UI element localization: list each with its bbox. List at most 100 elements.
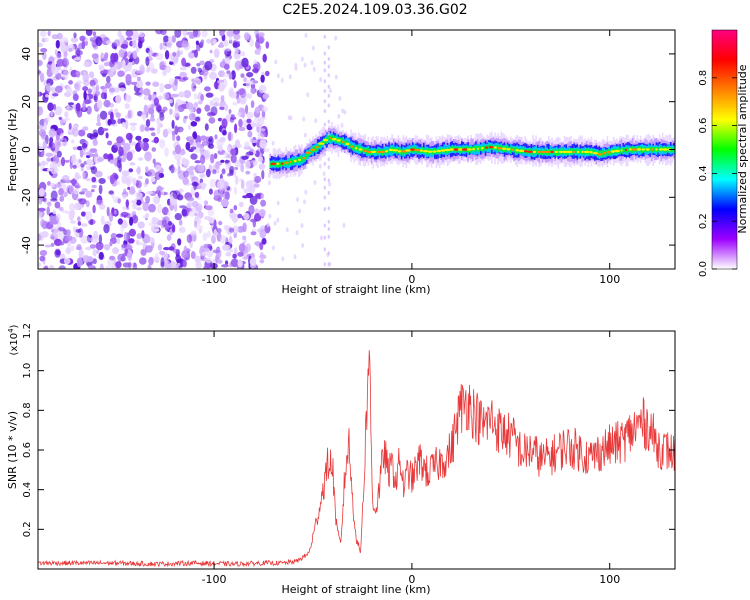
heatmap-noise-cell: [50, 182, 56, 188]
heatmap-noise-cell: [301, 243, 305, 248]
heatmap-noise-cell: [161, 206, 169, 216]
heatmap-noise-cell: [134, 92, 142, 96]
heatmap-ridge-cell: [350, 145, 354, 148]
heatmap-noise-cell: [294, 66, 298, 71]
heatmap-noise-cell: [233, 205, 238, 211]
heatmap-noise-cell: [90, 189, 95, 193]
heatmap-noise-cell: [175, 265, 179, 269]
heatmap-noise-cell: [168, 99, 173, 104]
heatmap-noise-cell: [320, 235, 323, 241]
heatmap-noise-cell: [52, 225, 60, 230]
heatmap-noise-cell: [44, 244, 52, 248]
heatmap-noise-cell: [164, 50, 170, 60]
heatmap-ridge-cell: [296, 158, 298, 163]
heatmap-noise-cell: [203, 200, 209, 206]
heatmap-noise-cell: [49, 214, 54, 225]
heatmap-noise-cell: [96, 249, 100, 254]
heatmap-ridge-cell: [661, 148, 669, 151]
heatmap-ridge-cell: [458, 148, 464, 151]
heatmap-noise-cell: [250, 86, 257, 95]
heatmap-ridge-cell: [532, 150, 537, 154]
heatmap-noise-cell: [223, 48, 231, 52]
heatmap-noise-cell: [261, 170, 265, 180]
heatmap-noise-cell: [249, 257, 257, 267]
heatmap-noise-cell: [236, 96, 241, 104]
heatmap-noise-cell: [205, 168, 211, 178]
heatmap-noise-cell: [176, 135, 181, 142]
heatmap-noise-cell: [81, 188, 88, 193]
heatmap-noise-cell: [91, 176, 97, 183]
heatmap-noise-cell: [54, 145, 60, 154]
heatmap-noise-cell: [306, 92, 310, 98]
heatmap-noise-cell: [46, 82, 52, 92]
heatmap-noise-cell: [190, 230, 197, 236]
heatmap-ridge-cell: [527, 150, 534, 153]
heatmap-noise-cell: [249, 195, 258, 205]
heatmap-noise-cell: [100, 85, 106, 90]
x-tick-label: 0: [408, 273, 415, 286]
heatmap-noise-cell: [145, 119, 151, 127]
heatmap-noise-cell: [89, 218, 94, 226]
heatmap-noise-cell: [38, 207, 46, 212]
heatmap-noise-cell: [71, 178, 76, 187]
heatmap-noise-cell: [251, 121, 255, 129]
heatmap-ridge-cell: [354, 147, 358, 150]
heatmap-noise-cell: [145, 56, 150, 67]
heatmap-ridge-cell: [440, 149, 446, 152]
heatmap-ridge-cell: [362, 149, 367, 152]
heatmap-ridge-cell: [600, 150, 602, 157]
heatmap-noise-cell: [342, 222, 346, 228]
heatmap-ridge-cell: [449, 148, 455, 151]
heatmap-noise-cell: [217, 259, 223, 264]
heatmap-noise-cell: [194, 116, 201, 122]
heatmap-noise-cell: [47, 201, 52, 207]
heatmap-noise-cell: [38, 198, 42, 205]
heatmap-ridge-cell: [506, 148, 511, 151]
heatmap-noise-cell: [256, 228, 265, 233]
heatmap-noise-cell: [118, 49, 125, 58]
svg-text:(x104): (x104): [7, 324, 20, 355]
heatmap-noise-cell: [132, 177, 137, 185]
heatmap-ridge-cell: [478, 145, 480, 152]
heatmap-noise-cell: [89, 79, 96, 87]
heatmap-noise-cell: [90, 236, 98, 244]
heatmap-noise-cell: [179, 128, 183, 133]
heatmap-noise-cell: [110, 232, 117, 240]
heatmap-noise-cell: [312, 66, 316, 72]
heatmap-noise-cell: [193, 93, 198, 100]
heatmap-noise-cell: [161, 190, 165, 196]
heatmap-noise-cell: [194, 49, 198, 58]
heatmap-noise-cell: [61, 210, 69, 214]
heatmap-noise-cell: [229, 165, 235, 175]
heatmap-noise-cell: [96, 113, 101, 124]
heatmap-noise-cell: [76, 257, 83, 268]
heatmap-noise-cell: [258, 163, 266, 170]
heatmap-noise-cell: [298, 208, 302, 214]
heatmap-noise-cell: [92, 139, 98, 147]
heatmap-noise-cell: [38, 59, 43, 67]
heatmap-noise-cell: [242, 195, 249, 199]
heatmap-noise-cell: [179, 149, 186, 156]
heatmap-ridge-cell: [554, 150, 558, 154]
heatmap-noise-cell: [285, 227, 289, 233]
heatmap-noise-cell: [178, 91, 185, 98]
heatmap-noise-cell: [200, 154, 206, 165]
heatmap-noise-cell: [39, 255, 46, 262]
heatmap-noise-cell: [224, 57, 231, 65]
heatmap-noise-cell: [151, 147, 157, 152]
heatmap-noise-cell: [59, 206, 64, 212]
heatmap-ridge-cell: [524, 150, 528, 153]
heatmap-noise-cell: [105, 132, 109, 139]
heatmap-noise-cell: [54, 106, 63, 116]
heatmap-ridge-cell: [605, 149, 607, 156]
heatmap-noise-cell: [195, 225, 204, 231]
heatmap-noise-cell: [120, 43, 128, 49]
heatmap-noise-cell: [85, 178, 91, 182]
heatmap-noise-cell: [186, 31, 194, 36]
heatmap-noise-cell: [171, 35, 176, 43]
heatmap-noise-cell: [75, 49, 83, 56]
heatmap-noise-cell: [78, 129, 86, 137]
heatmap-ridge-cell: [657, 147, 659, 152]
heatmap-noise-cell: [323, 177, 326, 182]
